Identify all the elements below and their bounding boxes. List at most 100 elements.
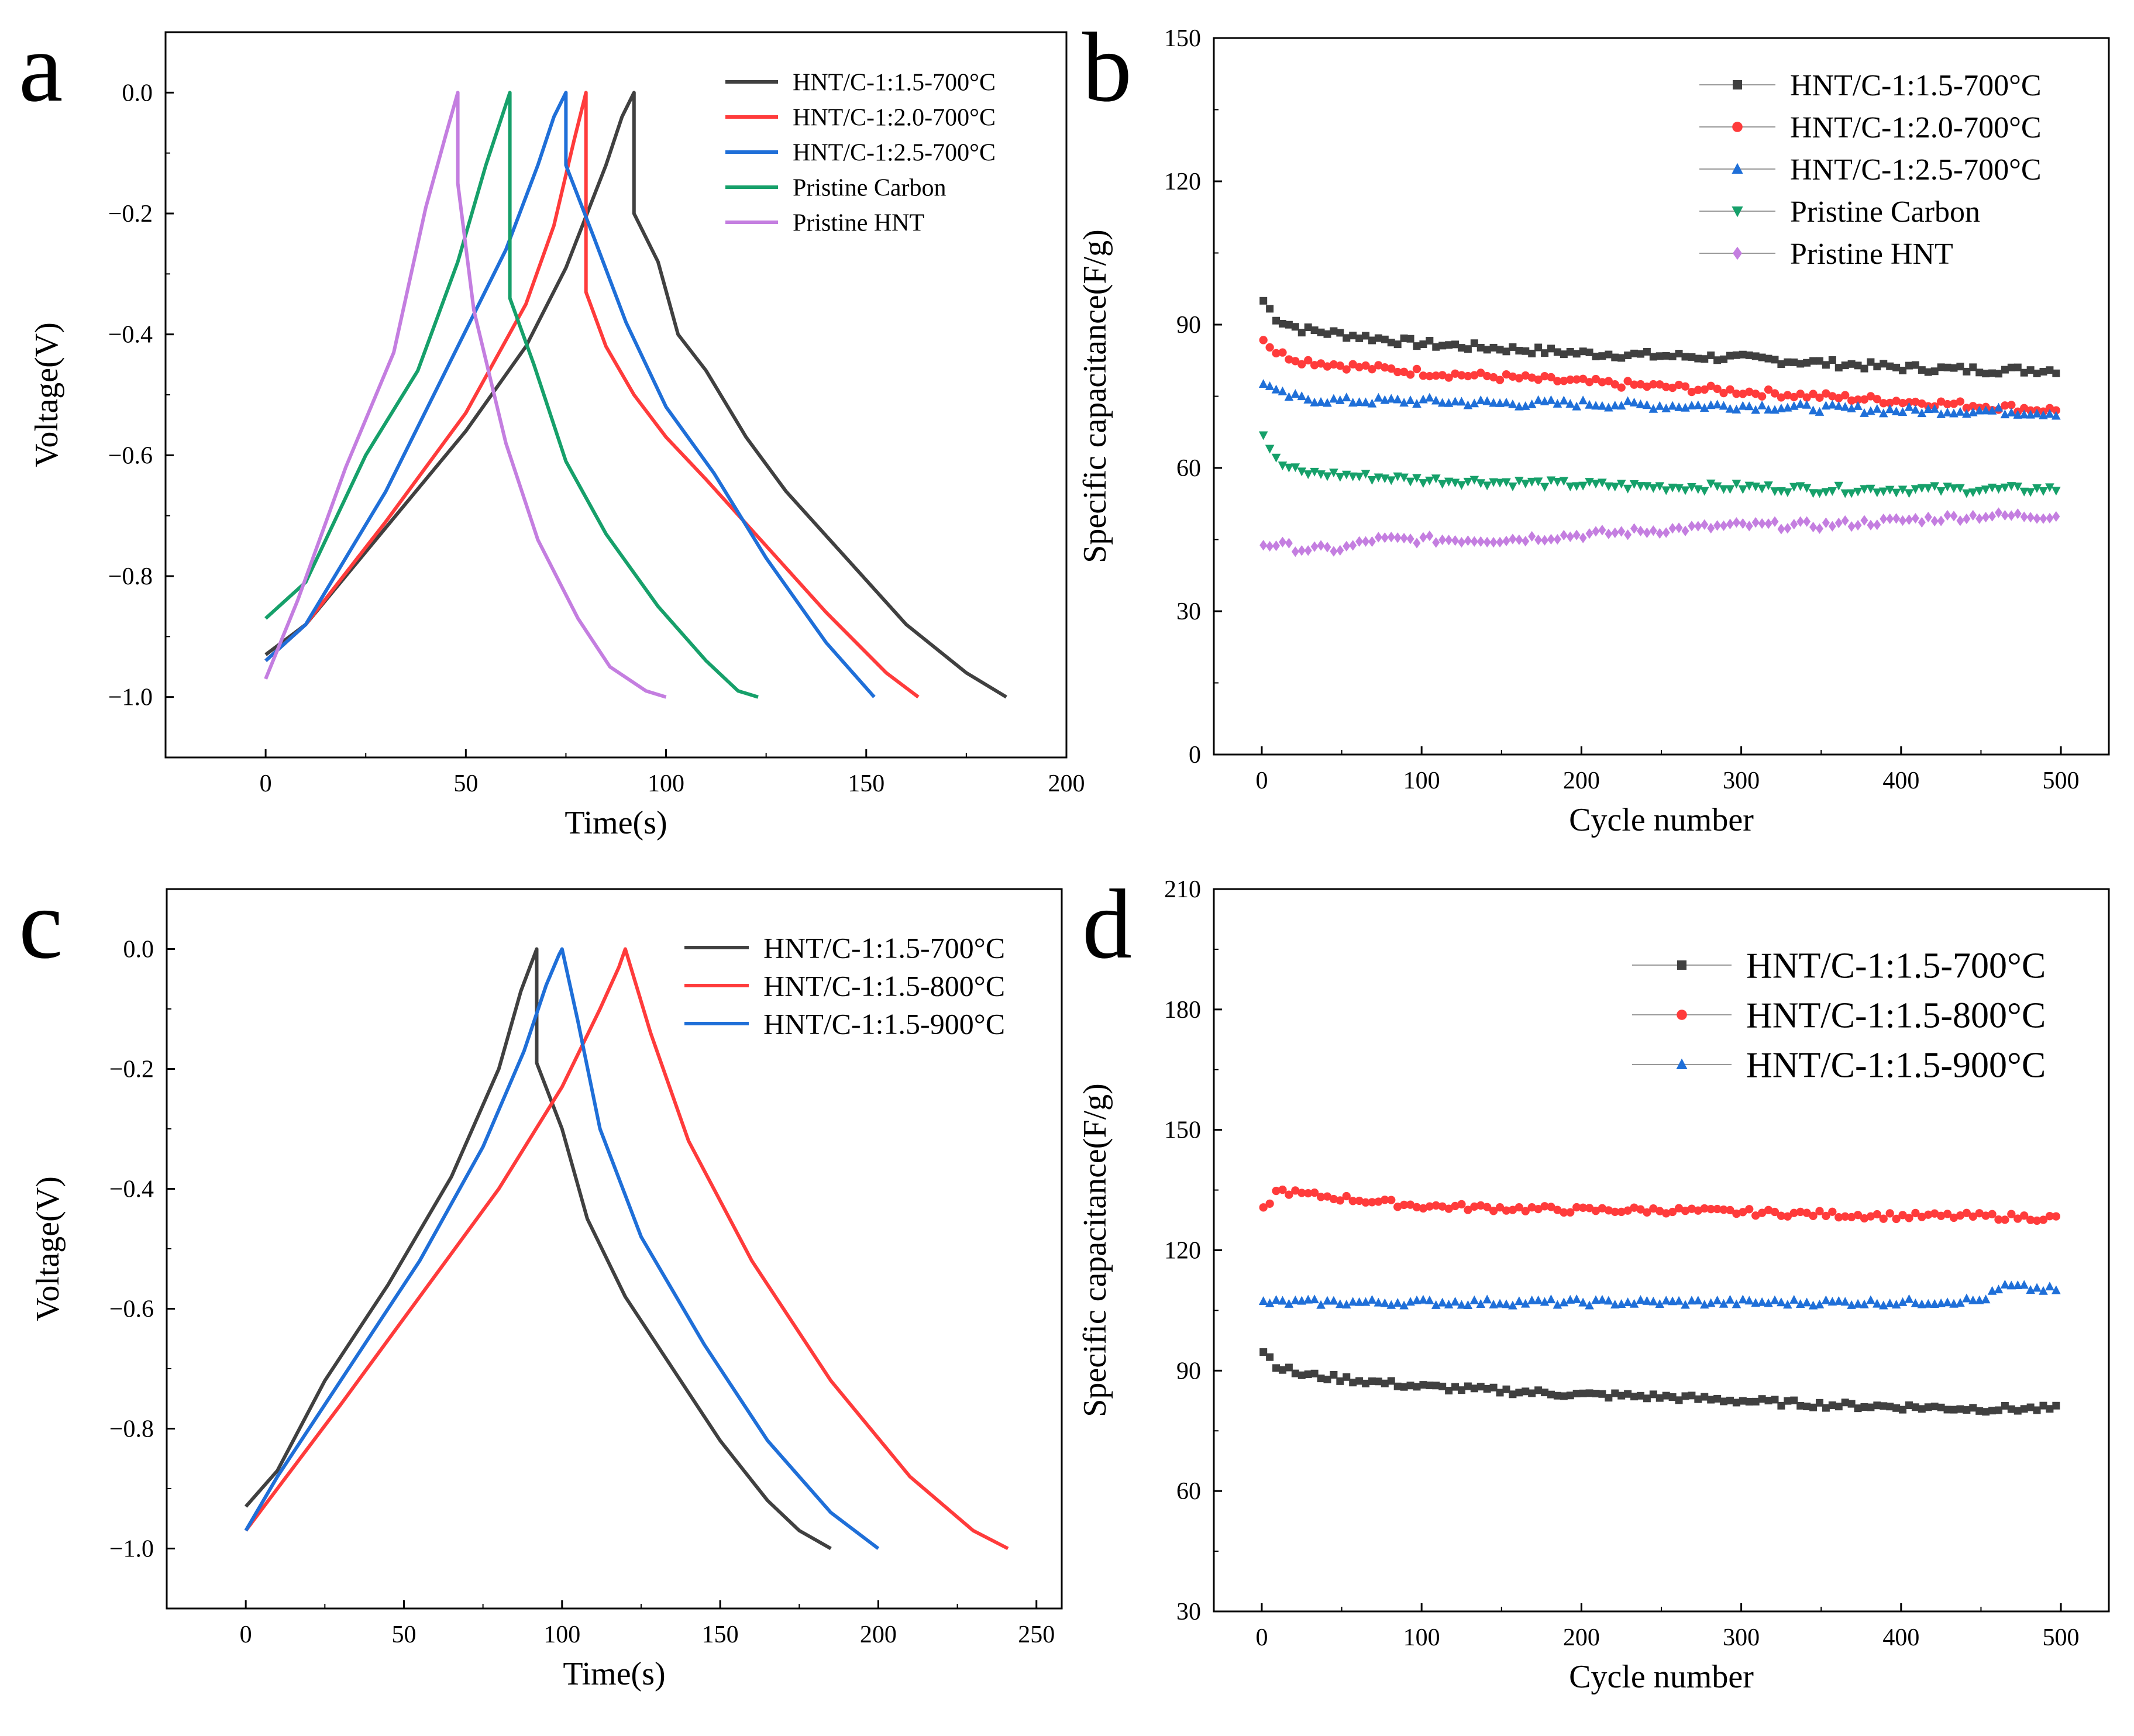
data-point [2039,1401,2047,1410]
data-point [1777,1297,1786,1307]
data-point [1464,345,1472,353]
data-point [1713,1204,1722,1214]
data-point [1451,1201,1460,1211]
data-point [1496,346,1504,354]
data-point [1803,516,1811,527]
data-point [1694,1206,1702,1215]
data-point [1368,1198,1376,1207]
data-point [1425,476,1434,485]
data-point [1381,335,1389,343]
data-point [1956,363,1964,371]
data-point [1374,361,1383,370]
x-tick-label: 0 [240,1621,252,1648]
data-point [1541,535,1549,546]
data-point [1655,401,1665,410]
data-point [1578,374,1588,383]
data-point [1444,373,1453,382]
data-point [1374,532,1382,543]
data-point [1744,1296,1754,1305]
x-axis-label: Cycle number [1569,802,1754,838]
data-point [1560,1392,1568,1400]
y-tick-label: 0.0 [123,936,154,963]
data-point [1508,399,1517,408]
data-point [1547,373,1555,382]
legend-label: HNT/C-1:1.5-800°C [763,970,1005,1003]
y-axis-label: Specific capacitance(F/g) [1077,1083,1113,1417]
data-point [1891,488,1901,498]
data-point [1803,1403,1811,1411]
y-tick-label: −0.6 [109,1296,154,1323]
data-point [1757,1208,1767,1217]
data-point [1982,370,1990,378]
data-point [1956,1405,1964,1413]
data-point [1495,376,1505,384]
x-tick-label: 300 [1723,1624,1760,1651]
data-point [1822,389,1830,398]
data-point [1924,1210,1933,1219]
data-point [1278,319,1286,328]
data-point [1790,519,1798,530]
data-point [1489,373,1498,382]
data-point [1438,371,1447,380]
data-point [1949,1213,1959,1222]
data-point [1968,488,1978,498]
data-point [1738,1294,1748,1304]
data-point [2032,484,2042,493]
data-point [2039,367,2047,376]
data-point [1751,1298,1760,1307]
data-point [1362,536,1370,547]
data-point [1981,405,1991,415]
data-point [1777,393,1786,402]
data-point [1719,485,1729,494]
legend-label: HNT/C-1:1.5-700°C [793,70,996,97]
data-point [1790,358,1798,366]
data-point [2020,1211,2029,1220]
data-point [1297,467,1307,477]
data-point [1464,371,1472,381]
data-point [1406,1297,1415,1306]
data-point [1272,540,1281,552]
data-point [1343,1373,1351,1381]
data-point [1879,399,1888,408]
data-point [1284,1298,1294,1308]
data-point [1515,1389,1523,1397]
data-point [1873,363,1881,371]
x-tick-label: 150 [702,1621,739,1648]
data-point [1598,1390,1606,1398]
data-point [1266,1353,1274,1361]
data-point [1303,1294,1313,1304]
data-point [1757,484,1767,494]
data-point [1617,526,1626,537]
data-point [1368,536,1376,547]
data-point [1770,389,1780,398]
data-point [1329,360,1338,369]
y-tick-label: 0.0 [122,80,153,106]
data-point [1943,407,1952,416]
data-point [1451,535,1460,546]
data-point [1828,1401,1836,1409]
data-point [1540,371,1549,381]
data-point [2026,409,2035,419]
data-point [2020,368,2028,377]
data-point [1547,1390,1555,1399]
data-point [1918,366,1926,374]
legend-label: HNT/C-1:1.5-700°C [1746,946,2046,986]
data-point [1610,1207,1619,1217]
data-point [1636,1295,1646,1304]
y-tick-label: −0.8 [109,1416,154,1443]
data-point [1994,402,2004,412]
data-point [1834,364,1843,372]
data-point [1726,518,1734,529]
data-point [1342,365,1351,374]
data-point [1444,1300,1454,1308]
data-point [1329,469,1338,478]
data-point [1406,1382,1414,1390]
data-point [1560,377,1568,385]
data-point [1860,1403,1868,1411]
data-point [1540,1202,1549,1211]
data-point [1616,1299,1626,1308]
data-point [1885,404,1895,414]
data-point [2001,366,2009,374]
data-point [1572,529,1581,540]
data-point [1272,1186,1281,1196]
